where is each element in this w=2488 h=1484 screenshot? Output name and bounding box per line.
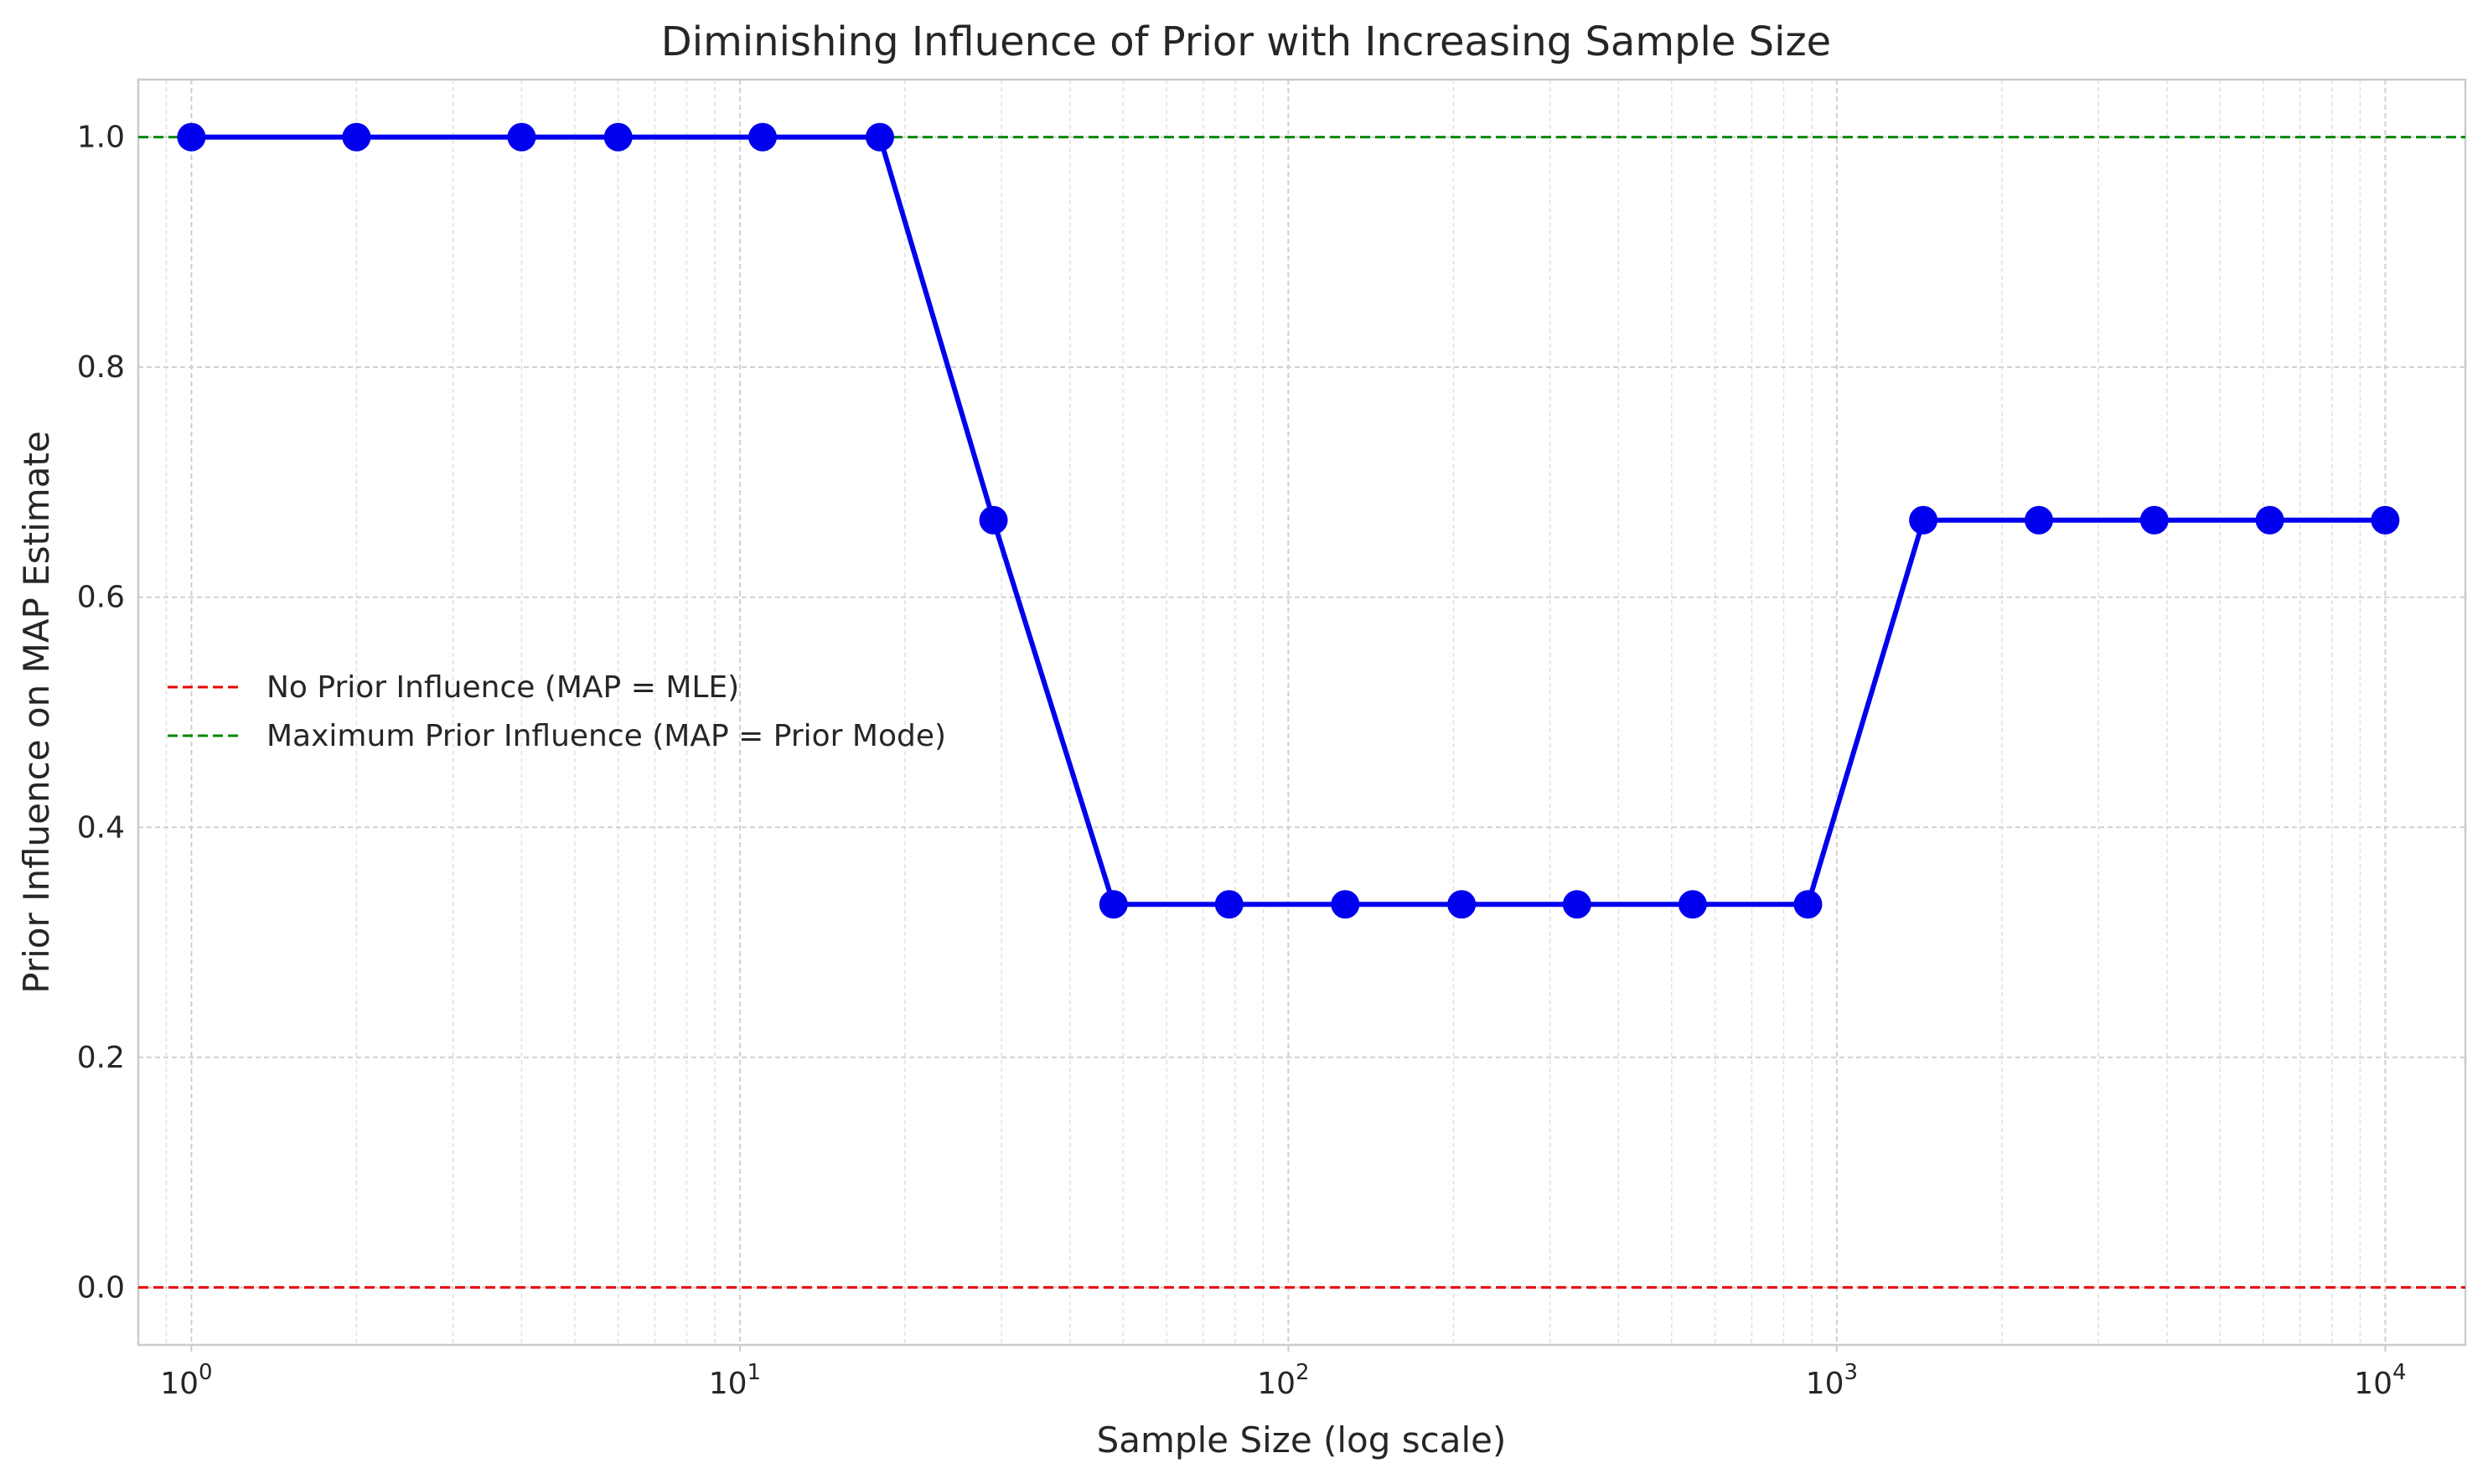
series-layer xyxy=(177,122,2400,919)
reference-lines xyxy=(138,136,2465,1289)
data-point xyxy=(865,122,894,152)
data-point xyxy=(1793,890,1823,919)
y-tick-labels: 0.0 0.2 0.4 0.6 0.8 1.0 xyxy=(77,121,125,1306)
data-point xyxy=(603,122,633,152)
data-point xyxy=(342,122,371,152)
y-tick-label: 1.0 xyxy=(77,121,125,155)
data-point xyxy=(507,122,536,152)
x-tick-label: 103 xyxy=(1806,1360,1858,1401)
y-tick-label: 0.4 xyxy=(77,810,125,845)
plot-frame xyxy=(137,78,2467,1347)
legend-label: Maximum Prior Influence (MAP = Prior Mod… xyxy=(266,719,946,753)
y-tick-label: 0.2 xyxy=(77,1041,125,1075)
legend: No Prior Influence (MAP = MLE) Maximum Pr… xyxy=(168,670,946,753)
data-point xyxy=(979,505,1008,535)
data-point xyxy=(2139,505,2169,535)
y-axis-label: Prior Influence on MAP Estimate xyxy=(16,431,57,994)
y-tick-label: 0.0 xyxy=(77,1270,125,1305)
data-point xyxy=(2255,505,2284,535)
data-point xyxy=(177,122,206,152)
data-point xyxy=(748,122,778,152)
legend-label: No Prior Influence (MAP = MLE) xyxy=(266,670,739,705)
x-tick-labels: 100 101 102 103 104 xyxy=(160,1345,2407,1401)
x-axis-label: Sample Size (log scale) xyxy=(1097,1419,1507,1461)
y-tick-label: 0.6 xyxy=(77,581,125,615)
y-tick-label: 0.8 xyxy=(77,350,125,385)
x-tick-label: 100 xyxy=(160,1360,212,1401)
data-point xyxy=(1331,890,1360,919)
data-point xyxy=(2025,505,2054,535)
data-point xyxy=(1678,890,1707,919)
data-point xyxy=(1214,890,1244,919)
x-tick-label: 102 xyxy=(1257,1360,1309,1401)
chart-title: Diminishing Influence of Prior with Incr… xyxy=(661,18,1831,65)
x-tick-label: 104 xyxy=(2354,1360,2406,1401)
data-point xyxy=(1562,890,1591,919)
data-point xyxy=(1447,890,1477,919)
data-point xyxy=(1099,890,1128,919)
data-point xyxy=(2371,505,2400,535)
data-point xyxy=(1909,505,1938,535)
x-tick-label: 101 xyxy=(709,1360,761,1401)
